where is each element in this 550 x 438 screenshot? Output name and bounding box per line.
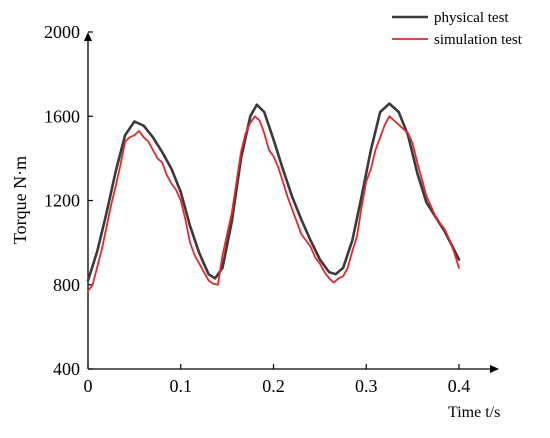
y-axis-title: Torque N·m bbox=[10, 156, 30, 244]
series-line-physical-test bbox=[86, 102, 461, 282]
x-tick-label: 0.4 bbox=[448, 376, 471, 396]
series-line-simulation-test bbox=[87, 115, 460, 292]
y-tick-label: 1200 bbox=[44, 191, 80, 211]
x-tick-label: 0.1 bbox=[170, 376, 193, 396]
y-tick-label: 800 bbox=[53, 275, 80, 295]
x-axis-title: Time t/s bbox=[448, 404, 500, 421]
series-layer bbox=[86, 102, 461, 292]
legend: physical test simulation test bbox=[392, 10, 523, 48]
y-tick-label: 400 bbox=[53, 359, 80, 379]
x-tick-label: 0.3 bbox=[355, 376, 378, 396]
y-axis-arrow-icon bbox=[84, 32, 92, 41]
x-tick-label: 0 bbox=[84, 376, 93, 396]
y-tick-label: 2000 bbox=[44, 22, 80, 42]
legend-label: physical test bbox=[434, 10, 509, 26]
x-tick-label: 0.2 bbox=[262, 376, 285, 396]
y-tick-label: 1600 bbox=[44, 106, 80, 126]
axes: 400 800 1200 1600 2000 0 0.1 0.2 0.3 0.4 Time t/s T… bbox=[10, 22, 500, 421]
legend-label: simulation test bbox=[434, 32, 523, 48]
x-axis-arrow-icon bbox=[490, 365, 499, 373]
